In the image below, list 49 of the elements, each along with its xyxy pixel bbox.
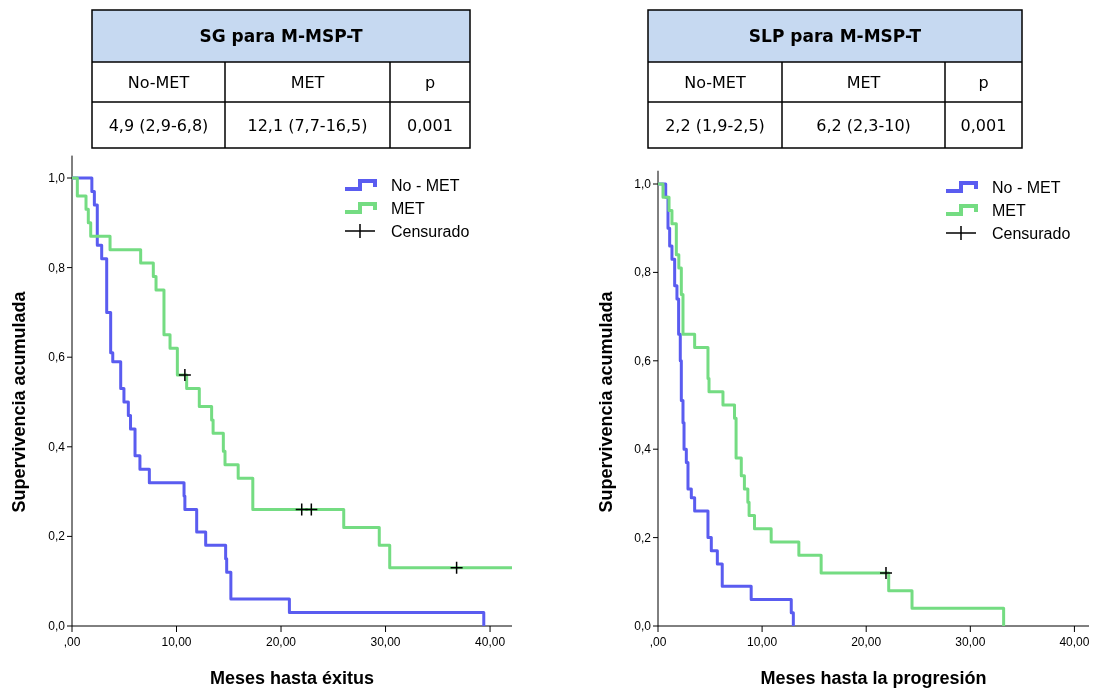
y-tick-label: 0,4 — [48, 439, 66, 454]
text: MET — [846, 73, 881, 92]
y-tick-label: 0,6 — [48, 350, 66, 365]
text: 2,2 (1,9-2,5) — [665, 116, 765, 135]
x-axis-title: Meses hasta la progresión — [760, 668, 987, 688]
text: No-MET — [684, 73, 746, 92]
point — [449, 561, 464, 575]
legend-label: No - MET — [992, 179, 1061, 196]
legend-label: MET — [391, 200, 425, 217]
y-tick-label: 0,6 — [634, 353, 652, 368]
point — [304, 502, 319, 517]
text: 4,9 (2,9-6,8) — [108, 116, 209, 135]
text: 0,001 — [960, 116, 1007, 135]
y-tick-label: 0,0 — [48, 619, 66, 633]
text: p — [424, 73, 436, 92]
y-tick-label: 0,0 — [634, 619, 652, 633]
y-tick-label: 0,8 — [48, 260, 66, 275]
chart-title: SLP para M-MSP-T — [748, 26, 922, 46]
legend-label: No - MET — [391, 177, 460, 194]
text: 6,2 (2,3-10) — [816, 116, 911, 135]
text: 0,001 — [407, 116, 453, 135]
point — [178, 368, 192, 382]
x-tick-label: ,00 — [649, 635, 667, 649]
text: MET — [290, 73, 325, 92]
legend-label: Censurado — [391, 223, 470, 240]
chart-title: SG para M-MSP-T — [199, 26, 363, 46]
legend-label: MET — [992, 202, 1026, 219]
y-tick-label: 1,0 — [634, 177, 652, 191]
text: 12,1 (7,7-16,5) — [247, 116, 368, 135]
legend-label: Censurado — [992, 225, 1071, 242]
y-tick-label: 0,8 — [634, 265, 652, 280]
x-tick-label: 30,00 — [370, 635, 401, 649]
x-tick-label: 30,00 — [955, 635, 986, 649]
y-axis-title: Supervivencia acumulada — [9, 290, 29, 513]
y-tick-label: 1,0 — [48, 171, 66, 185]
x-tick-label: 10,00 — [161, 635, 192, 649]
y-axis-title: Supervivencia acumulada — [596, 290, 616, 513]
y-tick-label: 0,4 — [634, 442, 652, 457]
x-tick-label: 20,00 — [266, 635, 297, 649]
x-axis-title: Meses hasta éxitus — [209, 668, 375, 688]
x-tick-label: 10,00 — [747, 635, 778, 649]
x-tick-label: 40,00 — [475, 635, 506, 649]
text: No-MET — [127, 73, 190, 92]
y-tick-label: 0,2 — [634, 530, 652, 545]
x-tick-label: 40,00 — [1059, 635, 1090, 649]
y-tick-label: 0,2 — [48, 529, 66, 544]
text: p — [978, 73, 989, 92]
x-tick-label: 20,00 — [851, 635, 882, 649]
x-tick-label: ,00 — [63, 635, 81, 649]
